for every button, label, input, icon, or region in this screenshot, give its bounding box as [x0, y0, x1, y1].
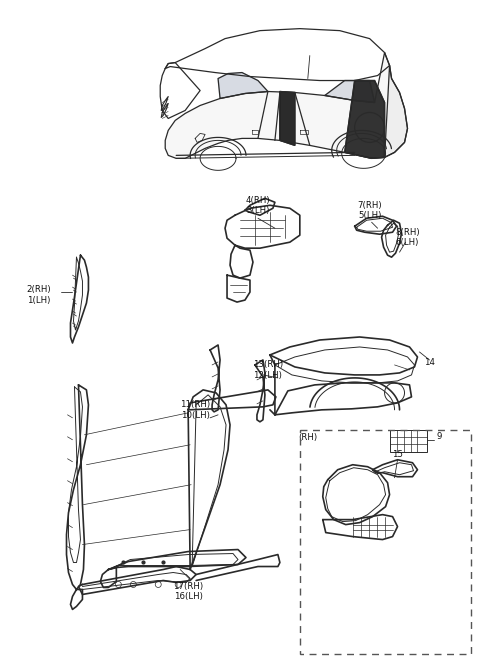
- Text: 7(RH)
5(LH): 7(RH) 5(LH): [357, 201, 382, 220]
- Polygon shape: [218, 73, 268, 99]
- Text: 15: 15: [392, 450, 403, 460]
- Text: 2(RH)
1(LH): 2(RH) 1(LH): [26, 285, 51, 305]
- Text: 17(RH)
16(LH): 17(RH) 16(LH): [173, 582, 203, 601]
- Polygon shape: [165, 53, 408, 158]
- Bar: [390, 430, 428, 452]
- Text: (RH): (RH): [298, 434, 317, 442]
- Text: 8(RH)
6(LH): 8(RH) 6(LH): [395, 227, 420, 247]
- Polygon shape: [280, 91, 295, 145]
- Text: 9: 9: [437, 432, 442, 442]
- Polygon shape: [325, 81, 374, 103]
- Text: 13(RH)
12(LH): 13(RH) 12(LH): [253, 360, 283, 380]
- Text: 14: 14: [424, 358, 435, 368]
- Text: 4(RH)
3(LH): 4(RH) 3(LH): [246, 195, 270, 215]
- Polygon shape: [384, 65, 408, 157]
- Polygon shape: [345, 81, 384, 158]
- Text: 11(RH)
10(LH): 11(RH) 10(LH): [180, 400, 210, 420]
